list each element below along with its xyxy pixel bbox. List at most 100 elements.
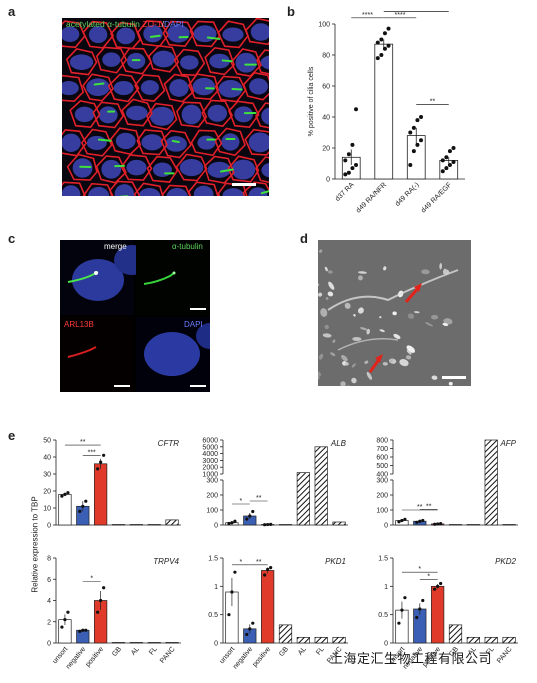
- y-tick-label: 50: [43, 438, 51, 445]
- y-tick-label: 200: [376, 493, 388, 500]
- y-tick-label: 10: [43, 506, 51, 513]
- y-tick-label: 4: [47, 598, 51, 605]
- y-tick-label: 1: [214, 584, 218, 591]
- x-tick-label: FL: [485, 646, 496, 657]
- data-point: [379, 37, 384, 42]
- sem-texture: [318, 247, 466, 386]
- bar: [374, 43, 394, 180]
- data-point: [415, 615, 419, 620]
- data-point: [444, 166, 449, 171]
- panel-letter-e: e: [8, 428, 16, 443]
- bar: [296, 636, 310, 644]
- data-point: [421, 598, 425, 603]
- bar: [431, 585, 445, 644]
- data-point: [408, 130, 413, 135]
- data-point: [408, 163, 413, 168]
- y-tick-label: 800: [376, 438, 388, 445]
- data-point: [411, 125, 416, 130]
- data-point: [397, 520, 401, 524]
- bar: [502, 524, 516, 526]
- bar: [314, 446, 328, 526]
- y-tick-label: 1.5: [208, 556, 218, 563]
- bar: [129, 642, 143, 644]
- data-point: [418, 519, 422, 523]
- y-axis-label: % positive of cilia cells: [308, 66, 315, 136]
- data-point: [400, 518, 404, 523]
- bar: [314, 636, 328, 644]
- y-tick-label: 20: [322, 146, 330, 153]
- data-point: [415, 142, 420, 147]
- y-tick-label: 6: [47, 577, 51, 584]
- y-tick-label: 80: [322, 53, 330, 60]
- data-point: [354, 163, 359, 168]
- watermark: 上海定汇生物工程有限公司: [330, 652, 493, 667]
- data-point: [433, 522, 437, 526]
- data-point: [66, 610, 70, 614]
- gene-label: CFTR: [158, 439, 180, 448]
- label-dapi: DAPI: [164, 19, 184, 29]
- data-point: [447, 163, 452, 168]
- data-point: [439, 522, 443, 526]
- bar: [332, 636, 346, 644]
- data-point: [386, 43, 391, 48]
- y-tick-label: 0.5: [378, 612, 388, 619]
- panel-c-image: [60, 240, 210, 392]
- panel-e-cftr-chart: 0 10 20 30 40 50 CFTR *****: [43, 438, 181, 530]
- bar: [165, 642, 179, 644]
- data-point: [415, 118, 420, 123]
- data-point: [403, 596, 407, 600]
- data-point: [99, 598, 103, 603]
- data-point: [60, 494, 64, 498]
- data-point: [60, 625, 64, 629]
- x-tick-label: AL: [467, 646, 478, 657]
- x-tick-label: GB: [278, 646, 290, 659]
- y-tick-label: 0: [214, 641, 218, 648]
- data-point: [66, 491, 70, 495]
- significance-label: ***: [88, 449, 96, 456]
- bar: [129, 524, 143, 526]
- y-tick-label: 300: [376, 478, 388, 485]
- data-point: [447, 149, 452, 154]
- y-tick-label: 30: [43, 472, 51, 479]
- label-dapi-c: DAPI: [184, 320, 203, 329]
- bar: [58, 494, 72, 526]
- x-tick-label: AL: [297, 646, 308, 657]
- x-tick-label: FL: [148, 646, 159, 657]
- data-point: [439, 581, 443, 586]
- label-merge: merge: [104, 242, 127, 251]
- panel-letter-a: a: [8, 4, 16, 19]
- data-point: [382, 31, 387, 36]
- significance-label: *: [239, 498, 242, 505]
- significance-label: *: [90, 575, 93, 582]
- significance-label: *: [418, 566, 421, 573]
- label-tubulin: acetylated α-tubulin: [66, 19, 140, 29]
- y-tick-label: 100: [318, 22, 330, 29]
- data-point: [102, 453, 106, 457]
- data-point: [382, 46, 387, 51]
- y-tick-label: 0: [47, 641, 51, 648]
- x-tick-label: d49 RA/NFR: [355, 181, 388, 214]
- data-point: [96, 467, 100, 471]
- y-tick-label: 0: [326, 177, 330, 184]
- bar: [484, 439, 498, 526]
- y-tick-label: 1.5: [378, 556, 388, 563]
- x-tick-label: positive: [252, 646, 273, 669]
- data-point: [269, 522, 273, 526]
- y-tick-label: 100: [376, 508, 388, 515]
- data-point: [411, 149, 416, 154]
- y-tick-label: 60: [322, 84, 330, 91]
- data-point: [269, 566, 273, 570]
- bar: [111, 642, 126, 644]
- data-point: [421, 518, 425, 523]
- bar: [278, 624, 293, 644]
- data-point: [230, 590, 234, 594]
- data-point: [266, 522, 270, 527]
- data-point: [233, 519, 237, 523]
- data-point: [375, 40, 380, 45]
- y-tick-label: 200: [206, 493, 218, 500]
- significance-label: **: [256, 559, 262, 566]
